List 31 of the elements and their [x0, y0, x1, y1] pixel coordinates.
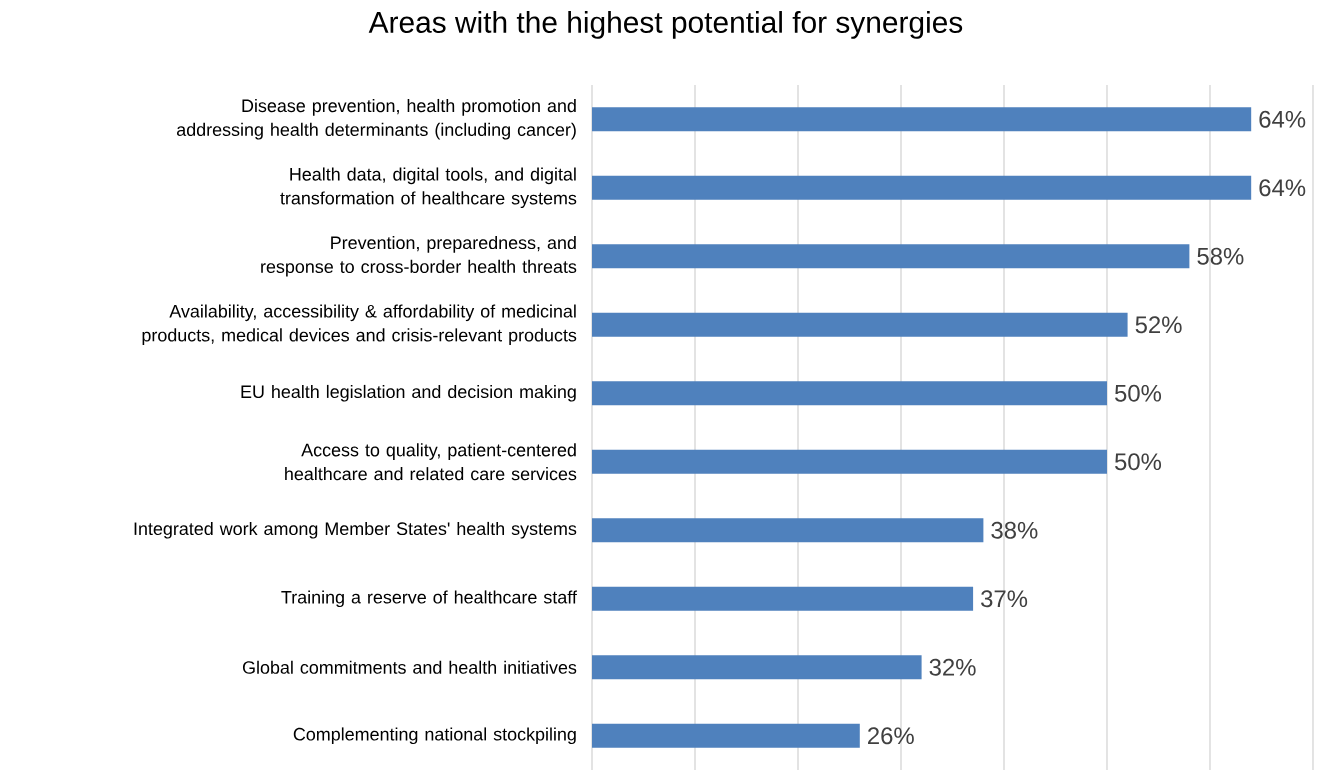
bar — [592, 381, 1107, 406]
data-label: 32% — [929, 658, 976, 676]
data-label: 52% — [1135, 316, 1182, 334]
chart-title: Areas with the highest potential for synergies — [368, 11, 963, 40]
y-tick-label: Training a reserve of healthcare staff — [281, 590, 577, 608]
y-tick-label: Complementing national stockpiling — [293, 727, 576, 745]
y-tick-label: Health data, digital tools, and digital transformation of healthcare systems — [280, 167, 577, 209]
bar — [592, 655, 922, 680]
bar — [592, 175, 1252, 200]
data-label: 37% — [981, 590, 1028, 608]
bar — [592, 586, 974, 611]
bar — [592, 107, 1252, 132]
bar — [592, 723, 860, 748]
data-label: 50% — [1115, 384, 1162, 402]
data-label: 38% — [991, 521, 1038, 539]
data-label: 26% — [868, 727, 914, 745]
data-label: 50% — [1115, 453, 1162, 471]
bar — [592, 312, 1128, 337]
y-tick-label: Availability, accessibility & affordability of medicinal products, medical devices and crisis-relevant products — [142, 304, 577, 346]
bar — [592, 449, 1107, 474]
data-label: 64% — [1259, 179, 1306, 197]
bar — [592, 244, 1190, 269]
data-label: 58% — [1197, 247, 1244, 265]
y-tick-label: Prevention, preparedness, and response to cross-border health threats — [261, 236, 577, 277]
y-tick-label: Disease prevention, health promotion and addressing health determinants (including cancer) — [177, 99, 576, 140]
y-tick-label: Integrated work among Member States' health systems — [134, 522, 577, 539]
y-tick-label: Global commitments and health initiatives — [242, 660, 577, 674]
data-label: 64% — [1259, 110, 1306, 128]
bar — [592, 518, 984, 543]
y-tick-label: Access to quality, patient-centered healthcare and related care services — [285, 443, 577, 481]
y-tick-label: EU health legislation and decision making — [241, 385, 576, 402]
